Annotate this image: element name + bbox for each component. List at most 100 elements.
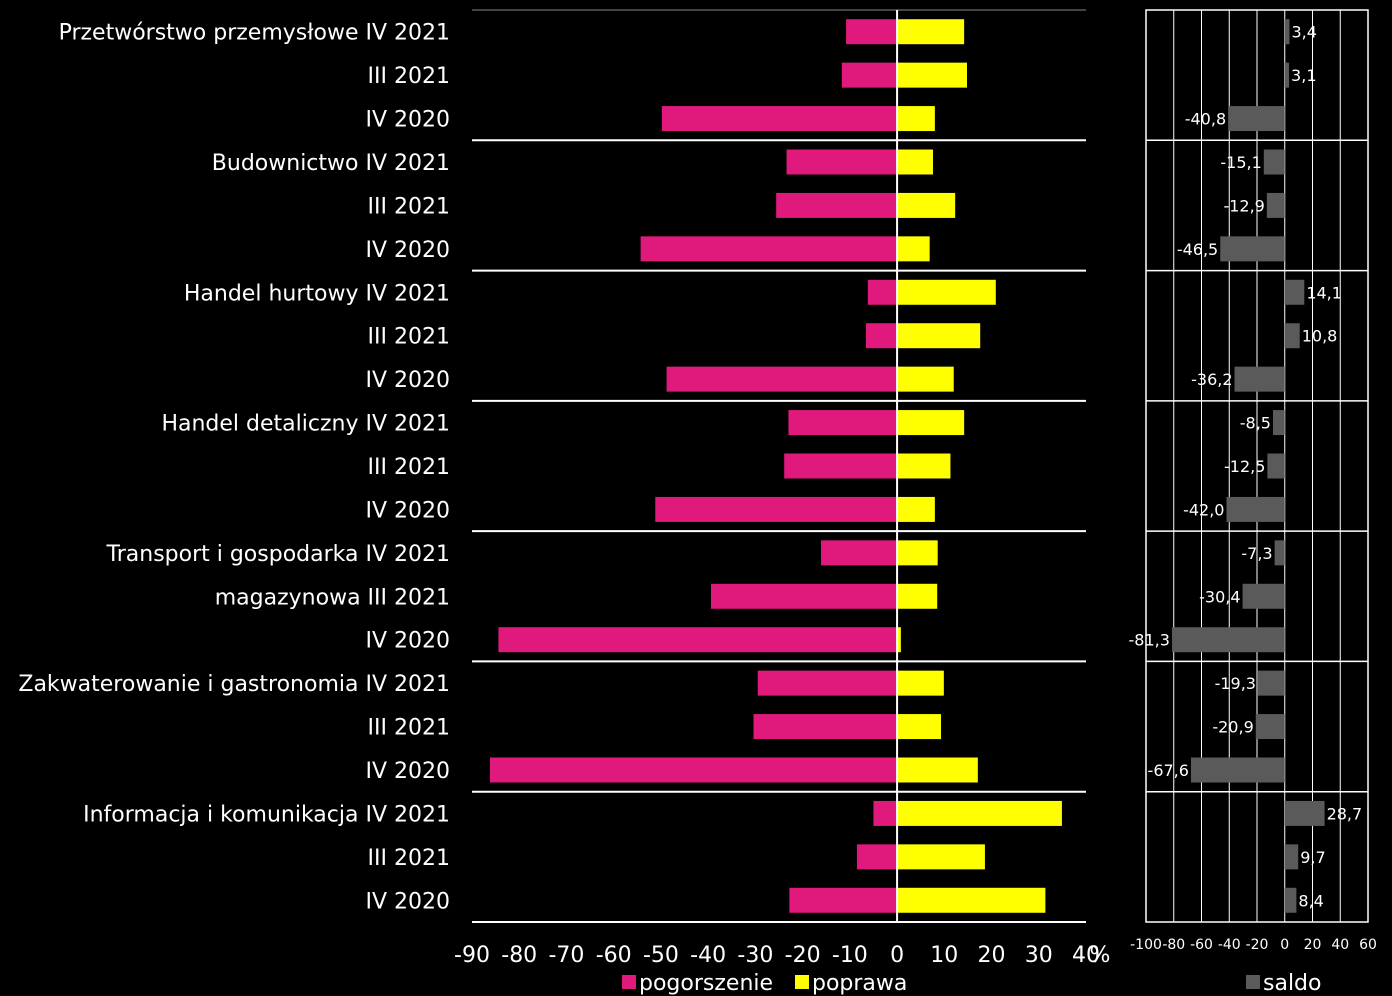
bar-pogorszenie	[865, 323, 898, 349]
bar-pogorszenie	[786, 149, 898, 175]
bar-saldo	[1242, 583, 1285, 609]
x-tick-label: -20	[1246, 937, 1269, 953]
data-label: -46,5	[1177, 240, 1218, 259]
saldo-bar-chart: 3,4 3,1 -40,8 -15,1 -12,9 -46,5 14,1 10,8 -36,2 -…	[1129, 9, 1377, 953]
category-label: Transport i gospodarka IV 2021	[106, 542, 450, 567]
bar-saldo	[1284, 323, 1300, 349]
data-label: -20,9	[1212, 718, 1253, 737]
legend-swatch-pogorszenie	[622, 975, 636, 989]
category-label: IV 2020	[365, 368, 450, 393]
bar-poprawa	[897, 366, 954, 392]
category-label: III 2021	[368, 716, 450, 741]
bar-poprawa	[897, 192, 956, 218]
data-label: 8,4	[1298, 891, 1323, 910]
bar-pogorszenie	[784, 453, 898, 479]
category-label: magazynowa III 2021	[215, 585, 450, 610]
bar-poprawa	[897, 106, 935, 132]
x-tick-label: -40	[690, 943, 726, 968]
data-label: -36,2	[1191, 370, 1232, 389]
x-tick-label: 20	[1304, 937, 1322, 953]
bar-pogorszenie	[867, 279, 898, 305]
bar-poprawa	[897, 19, 965, 45]
category-label: III 2021	[368, 194, 450, 219]
category-label: III 2021	[368, 64, 450, 89]
left-bar-chart: Przetwórstwo przemysłowe IV 2021 III 2021…	[18, 9, 1111, 968]
bar-pogorszenie	[489, 757, 898, 783]
bar-poprawa	[897, 714, 942, 740]
bar-poprawa	[897, 236, 930, 262]
x-tick-label: 0	[1280, 937, 1289, 953]
bar-poprawa	[897, 496, 935, 522]
data-label: -42,0	[1183, 500, 1224, 519]
x-tick-label: 20	[978, 943, 1006, 968]
category-label: III 2021	[368, 455, 450, 480]
bar-saldo	[1266, 192, 1285, 218]
x-tick-label: -40	[1218, 937, 1241, 953]
bar-saldo	[1190, 757, 1285, 783]
bar-saldo	[1284, 19, 1290, 45]
bar-poprawa	[897, 583, 938, 609]
category-label: III 2021	[368, 846, 450, 871]
bar-pogorszenie	[655, 496, 898, 522]
x-tick-label: 30	[1025, 943, 1053, 968]
bar-poprawa	[897, 62, 967, 88]
x-tick-label: -30	[737, 943, 773, 968]
bar-saldo	[1255, 714, 1285, 740]
data-label: -30,4	[1199, 587, 1240, 606]
bar-poprawa	[897, 887, 1046, 913]
bar-poprawa	[897, 149, 933, 175]
category-label: Informacja i komunikacja IV 2021	[83, 802, 450, 827]
bar-saldo	[1226, 496, 1285, 522]
bar-pogorszenie	[753, 714, 898, 740]
legend: pogorszenie poprawa saldo	[622, 971, 1321, 996]
data-label: -81,3	[1129, 631, 1170, 650]
data-label: -19,3	[1215, 674, 1256, 693]
unit-label: %	[1090, 943, 1111, 968]
x-tick-label: -90	[454, 943, 490, 968]
x-tick-label: 10	[930, 943, 958, 968]
bar-pogorszenie	[757, 670, 898, 696]
legend-swatch-saldo	[1246, 975, 1260, 989]
x-tick-label: -60	[596, 943, 632, 968]
bar-pogorszenie	[789, 887, 898, 913]
data-label: 9,7	[1300, 848, 1325, 867]
bar-saldo	[1284, 800, 1325, 826]
data-label: -8,5	[1240, 414, 1271, 433]
bar-pogorszenie	[710, 583, 898, 609]
data-label: -7,3	[1241, 544, 1272, 563]
category-label: Handel hurtowy IV 2021	[184, 281, 450, 306]
data-label: -12,5	[1224, 457, 1265, 476]
bar-saldo	[1267, 453, 1285, 479]
legend-swatch-poprawa	[795, 975, 809, 989]
data-label: 3,1	[1291, 66, 1316, 85]
category-label: Budownictwo IV 2021	[212, 151, 450, 176]
bar-pogorszenie	[873, 800, 898, 826]
legend-label-pogorszenie: pogorszenie	[639, 971, 773, 996]
bar-saldo	[1284, 887, 1297, 913]
bar-saldo	[1228, 106, 1285, 132]
bar-poprawa	[897, 540, 938, 566]
bar-pogorszenie	[661, 106, 898, 132]
category-label: IV 2020	[365, 889, 450, 914]
data-label: -40,8	[1185, 110, 1226, 129]
bar-poprawa	[897, 453, 951, 479]
bar-pogorszenie	[640, 236, 898, 262]
data-label: 3,4	[1291, 23, 1316, 42]
bar-poprawa	[897, 670, 944, 696]
bar-saldo	[1234, 366, 1285, 392]
bar-pogorszenie	[821, 540, 898, 566]
legend-label-poprawa: poprawa	[812, 971, 907, 996]
x-tick-label: -20	[785, 943, 821, 968]
category-label: Zakwaterowanie i gastronomia IV 2021	[18, 672, 450, 697]
bar-poprawa	[897, 410, 965, 436]
bar-pogorszenie	[498, 627, 898, 653]
bar-poprawa	[897, 279, 996, 305]
category-label: Handel detaliczny IV 2021	[161, 412, 450, 437]
data-label: -12,9	[1223, 196, 1264, 215]
data-label: 28,7	[1327, 804, 1363, 823]
bar-saldo	[1284, 279, 1305, 305]
bar-saldo	[1284, 62, 1290, 88]
category-label: IV 2020	[365, 629, 450, 654]
bar-saldo	[1220, 236, 1285, 262]
plot-frame	[1145, 9, 1369, 923]
